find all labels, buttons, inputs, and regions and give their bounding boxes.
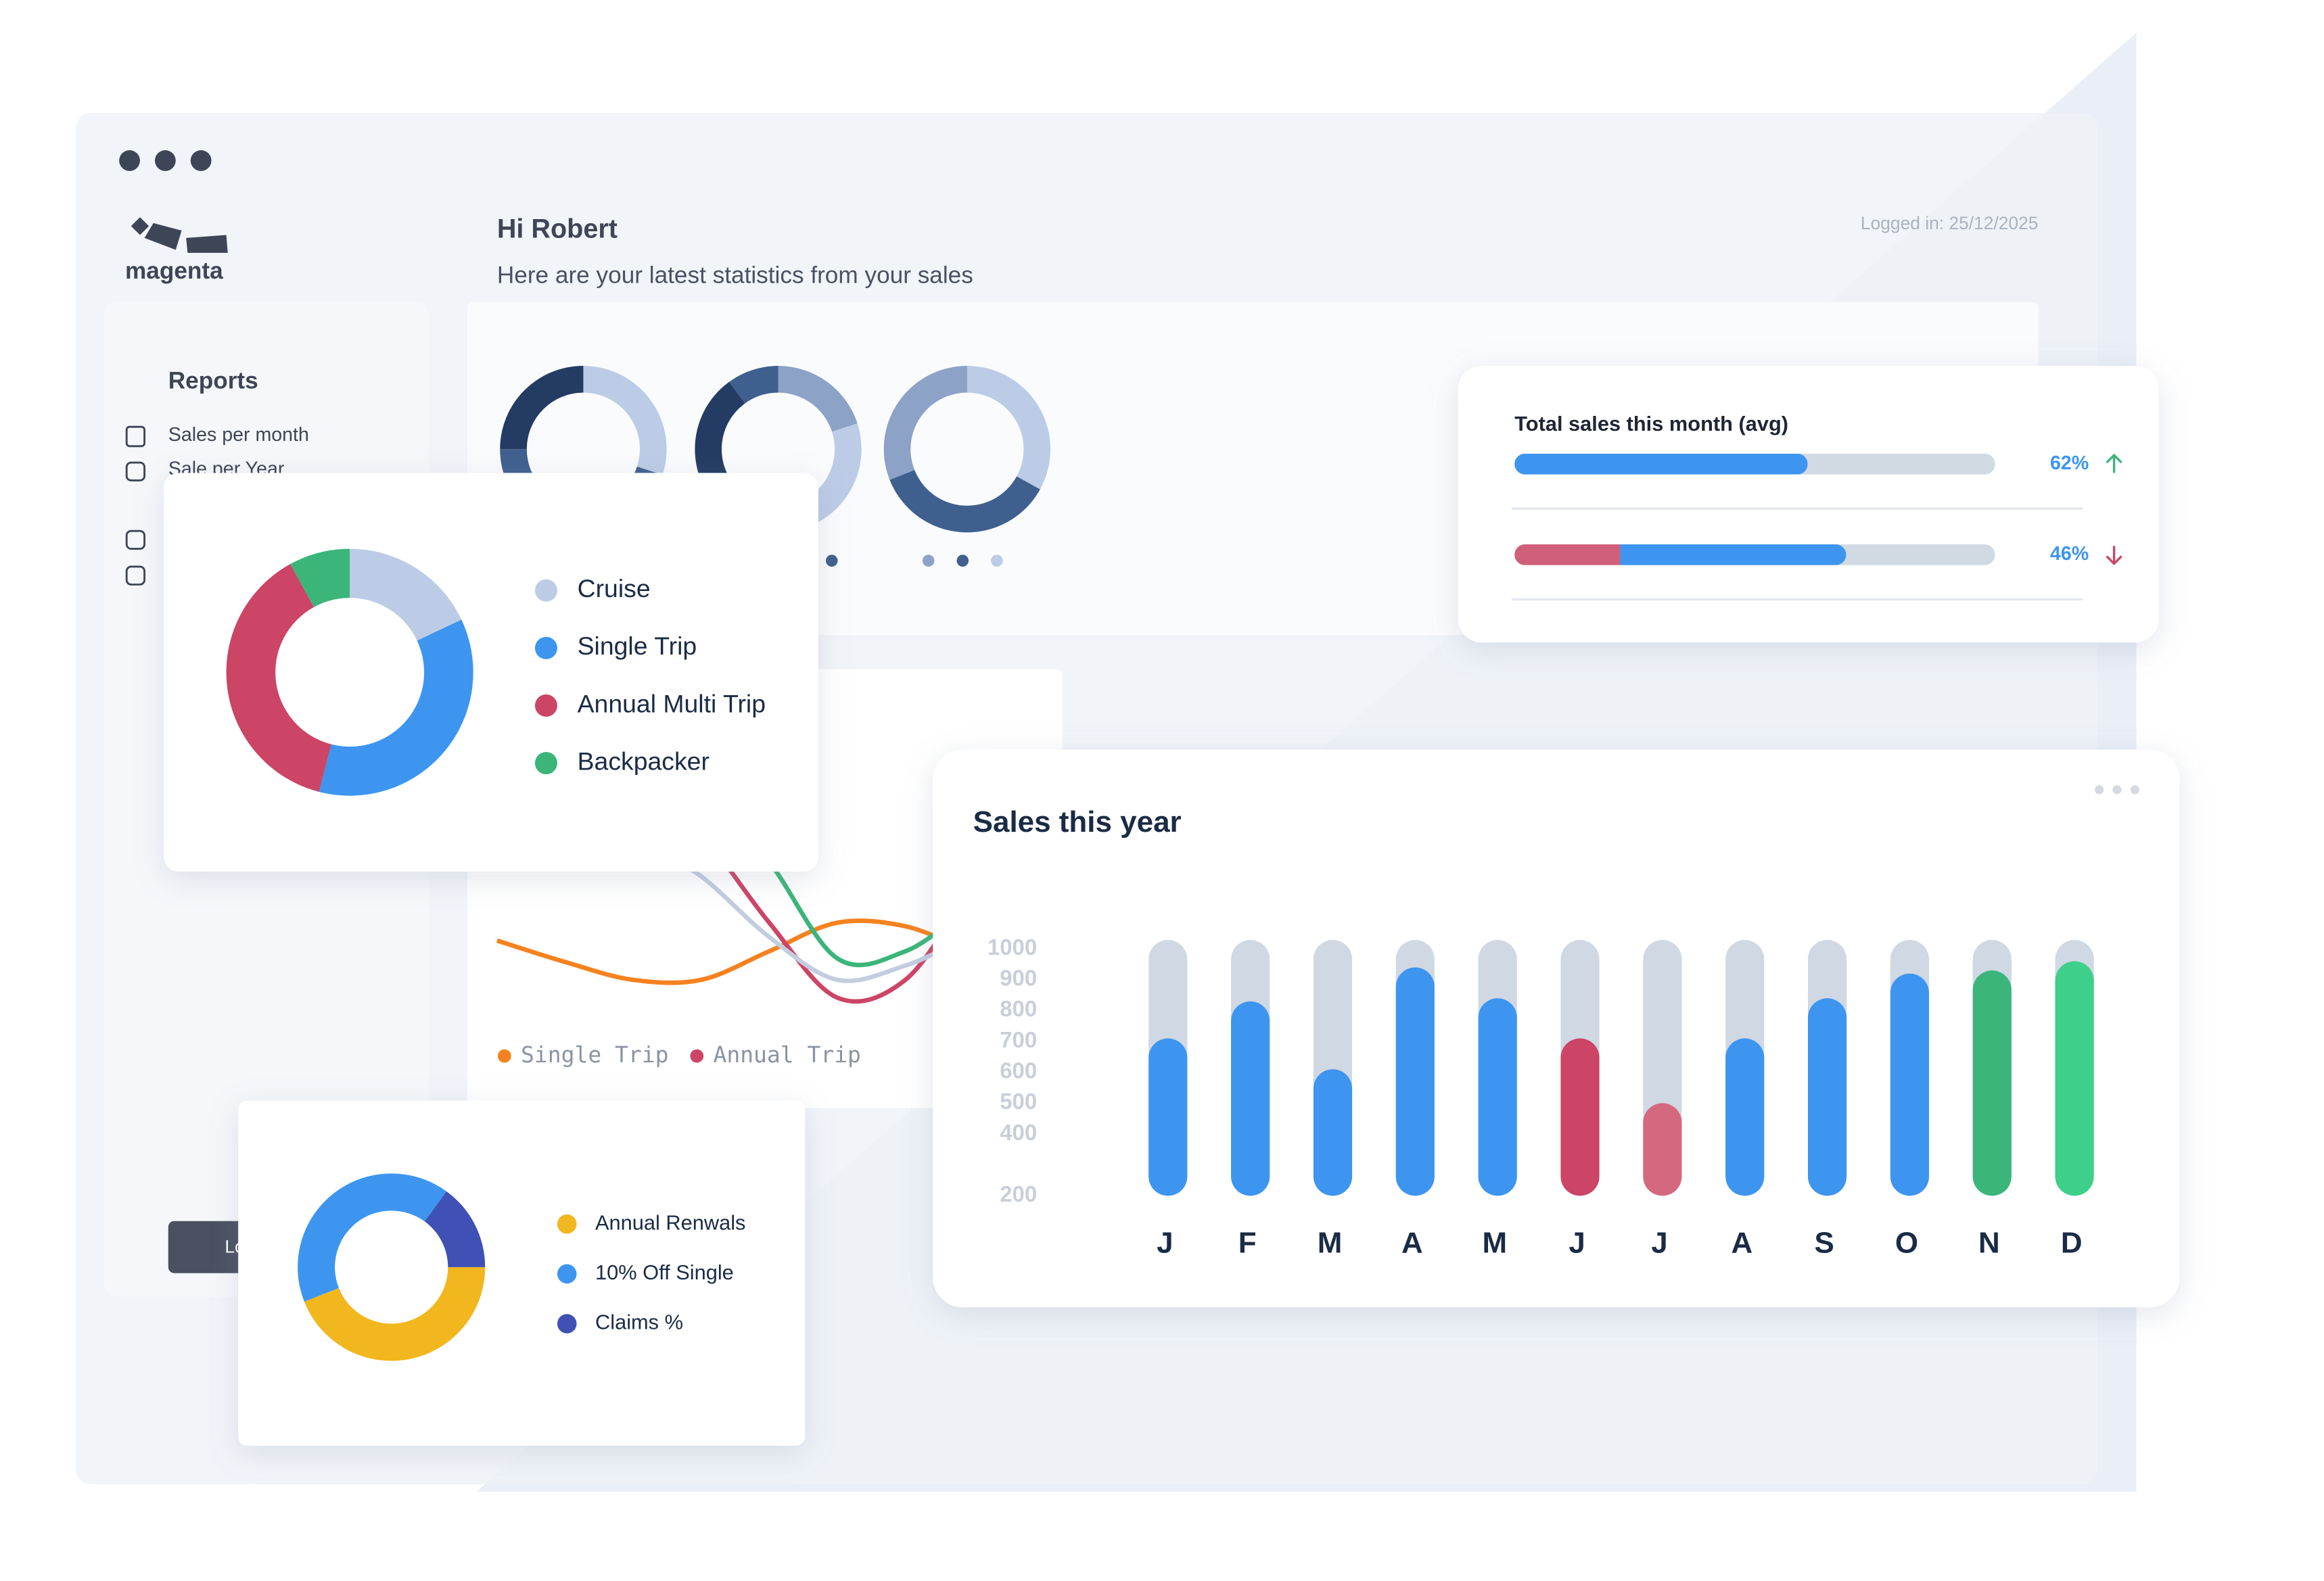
legend-dot <box>534 752 557 775</box>
progress-label: 46% <box>2050 543 2089 565</box>
legend-dot <box>497 1049 511 1063</box>
window-dot <box>154 150 176 171</box>
legend-label: 10% Off Single <box>595 1260 734 1284</box>
legend-label: Single Trip <box>578 632 697 660</box>
total-sales: 62% 46% <box>1511 452 2122 601</box>
x-tick-label: M <box>1318 1227 1343 1260</box>
donut-slice <box>778 366 858 432</box>
bar <box>1725 1038 1765 1196</box>
progress-fill <box>1620 544 1846 565</box>
x-tick-label: J <box>1157 1227 1173 1260</box>
bar <box>1148 1038 1188 1196</box>
legend-dot <box>557 1314 577 1334</box>
donut-slice <box>298 1173 447 1302</box>
x-tick-label: O <box>1895 1227 1918 1260</box>
bar <box>1231 1001 1270 1196</box>
bar <box>1313 1069 1353 1196</box>
bar <box>2055 961 2094 1196</box>
window-dot <box>190 150 212 171</box>
donut-slice <box>583 366 667 475</box>
donut-slice <box>424 1191 486 1267</box>
bar <box>1807 998 1847 1196</box>
donut-slice <box>350 548 462 641</box>
bar <box>1478 998 1517 1196</box>
trend-arrow <box>2106 546 2122 565</box>
legend-label: Single Trip <box>521 1041 668 1068</box>
sidebar-title: Reports <box>168 368 258 394</box>
donut-slice <box>226 564 331 792</box>
legend-label: Annual Trip <box>713 1041 860 1068</box>
pager <box>825 554 1003 567</box>
subtitle: Here are your latest statistics from you… <box>497 262 973 288</box>
donut-slice <box>319 619 473 796</box>
x-tick-label: N <box>1978 1227 2000 1260</box>
legend-label: Backpacker <box>578 747 710 775</box>
logo: magenta <box>125 217 228 284</box>
legend-dot <box>557 1264 577 1284</box>
donut-slice <box>290 548 350 607</box>
sidebar-icons <box>125 425 146 586</box>
x-tick-label: A <box>1401 1227 1423 1260</box>
donut-slice <box>967 366 1051 490</box>
donut-slice <box>304 1267 486 1361</box>
y-tick-label: 800 <box>1000 996 1037 1021</box>
x-tick-label: A <box>1731 1227 1752 1260</box>
legend-label: Annual Renwals <box>595 1210 745 1234</box>
logged-in: Logged in: 25/12/2025 <box>1861 213 2039 233</box>
bar <box>1395 967 1435 1196</box>
legend-dot <box>534 694 557 717</box>
y-tick-label: 500 <box>1000 1089 1037 1114</box>
trend-arrow <box>2106 453 2122 473</box>
total-sales-card <box>1458 366 2159 643</box>
sales-year-chart: 1000 900 800 700 600 500 400 200 J F M A M J J A S O N D <box>987 935 2094 1260</box>
product-mix: Cruise Single Trip Annual Multi Trip Backpa… <box>226 548 766 796</box>
bar <box>1972 970 2012 1196</box>
x-tick-label: J <box>1568 1227 1585 1260</box>
bar <box>1643 1103 1682 1196</box>
card-menu[interactable] <box>2095 785 2140 795</box>
bar <box>1560 1038 1600 1196</box>
x-tick-label: J <box>1651 1227 1667 1260</box>
legend-dot <box>534 636 557 659</box>
bar <box>1890 973 1930 1196</box>
legend-dot <box>534 579 557 602</box>
legend-label: Cruise <box>578 574 651 603</box>
y-tick-label: 200 <box>1000 1181 1037 1206</box>
progress-fill <box>1514 453 1808 475</box>
y-tick-label: 900 <box>1000 966 1037 991</box>
renewals: Annual Renwals 10% Off Single Claims % <box>298 1173 745 1361</box>
progress-label: 62% <box>2050 452 2089 474</box>
legend-label: Claims % <box>595 1311 683 1334</box>
y-tick-label: 700 <box>1000 1027 1037 1052</box>
y-tick-label: 1000 <box>987 935 1037 960</box>
donut-slice <box>883 366 967 480</box>
total-sales-title: Total sales this month (avg) <box>1514 412 1788 435</box>
greeting: Hi Robert <box>497 214 618 243</box>
x-tick-label: F <box>1238 1227 1257 1260</box>
x-tick-label: D <box>2061 1227 2083 1260</box>
progress-fill <box>1514 544 1621 565</box>
x-tick-label: M <box>1482 1227 1507 1260</box>
window-dot <box>119 150 140 171</box>
legend-dot <box>557 1214 577 1234</box>
y-tick-label: 400 <box>1000 1120 1037 1145</box>
donut-slice <box>729 366 778 404</box>
y-tick-label: 600 <box>1000 1058 1037 1083</box>
donut-slice <box>500 366 584 450</box>
legend-dot <box>690 1049 704 1063</box>
donut-slice <box>889 469 1040 533</box>
x-tick-label: S <box>1815 1227 1834 1260</box>
legend-label: Annual Multi Trip <box>578 689 766 717</box>
logo-text: magenta <box>125 258 223 284</box>
sales-year-title: Sales this year <box>973 805 1182 839</box>
sidebar-item[interactable]: Sales per month <box>168 424 309 446</box>
